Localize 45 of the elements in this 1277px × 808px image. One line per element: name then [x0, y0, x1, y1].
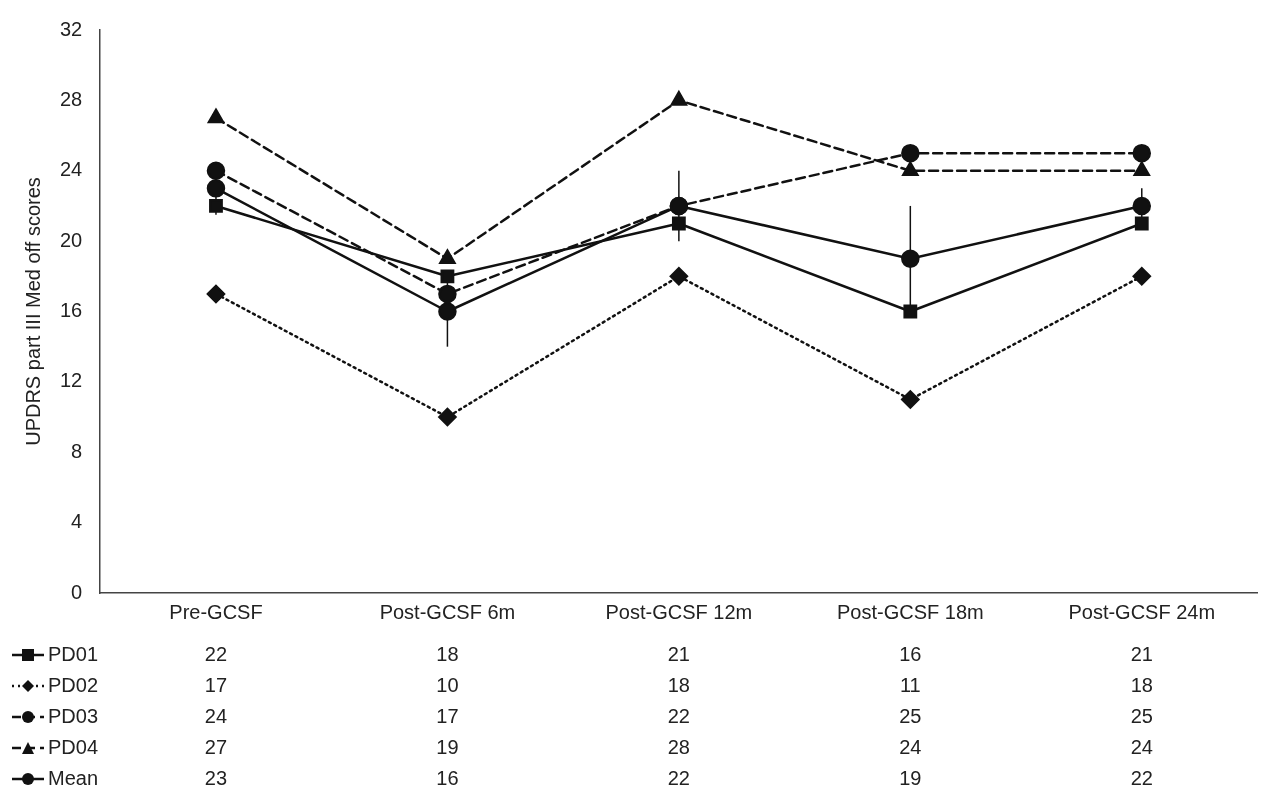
data-label: 28: [667, 735, 690, 758]
x-tick-label: Pre-GCSF: [169, 600, 263, 623]
data-label: 18: [667, 673, 690, 696]
x-tick-label: Post-GCSF 12m: [605, 600, 753, 623]
data-label: 11: [899, 673, 921, 696]
x-tick-label: Post-GCSF 6m: [379, 600, 516, 623]
data-label: 16: [436, 766, 459, 789]
y-tick-label: 12: [60, 369, 83, 392]
data-label: 22: [667, 766, 690, 789]
data-label: 17: [436, 704, 459, 727]
y-tick-label: 20: [60, 228, 83, 251]
y-tick-label: 0: [71, 580, 83, 603]
data-label: 24: [1130, 735, 1153, 758]
data-label: 19: [436, 735, 459, 758]
data-label: 22: [204, 642, 228, 665]
data-label: 18: [436, 642, 459, 665]
legend-label: PD03: [48, 704, 99, 727]
data-label: 17: [204, 673, 228, 696]
data-label: 19: [899, 766, 922, 789]
y-tick-label: 4: [71, 510, 83, 533]
x-tick-label: Post-GCSF 18m: [836, 600, 984, 623]
y-tick-label: 8: [71, 439, 83, 462]
legend-label: PD02: [48, 673, 99, 696]
data-label: 18: [1130, 673, 1153, 696]
data-label: 24: [204, 704, 228, 727]
data-label: 21: [667, 642, 690, 665]
data-label: 25: [1130, 704, 1153, 727]
data-label: 21: [1130, 642, 1153, 665]
data-label: 22: [1130, 766, 1153, 789]
y-tick-label: 24: [60, 158, 83, 181]
data-label: 16: [899, 642, 922, 665]
y-axis-title: UPDRS part III Med off scores: [21, 177, 44, 446]
data-label: 24: [899, 735, 922, 758]
x-tick-label: Post-GCSF 24m: [1068, 600, 1216, 623]
data-label: 25: [899, 704, 922, 727]
data-label: 27: [204, 735, 228, 758]
y-tick-label: 32: [60, 17, 83, 40]
data-label: 22: [667, 704, 690, 727]
legend-label: PD01: [48, 642, 99, 665]
legend-label: Mean: [48, 766, 99, 789]
data-label: 23: [204, 766, 228, 789]
legend-label: PD04: [48, 735, 99, 758]
y-tick-label: 16: [60, 299, 83, 322]
y-tick-label: 28: [60, 87, 83, 110]
data-label: 10: [436, 673, 459, 696]
